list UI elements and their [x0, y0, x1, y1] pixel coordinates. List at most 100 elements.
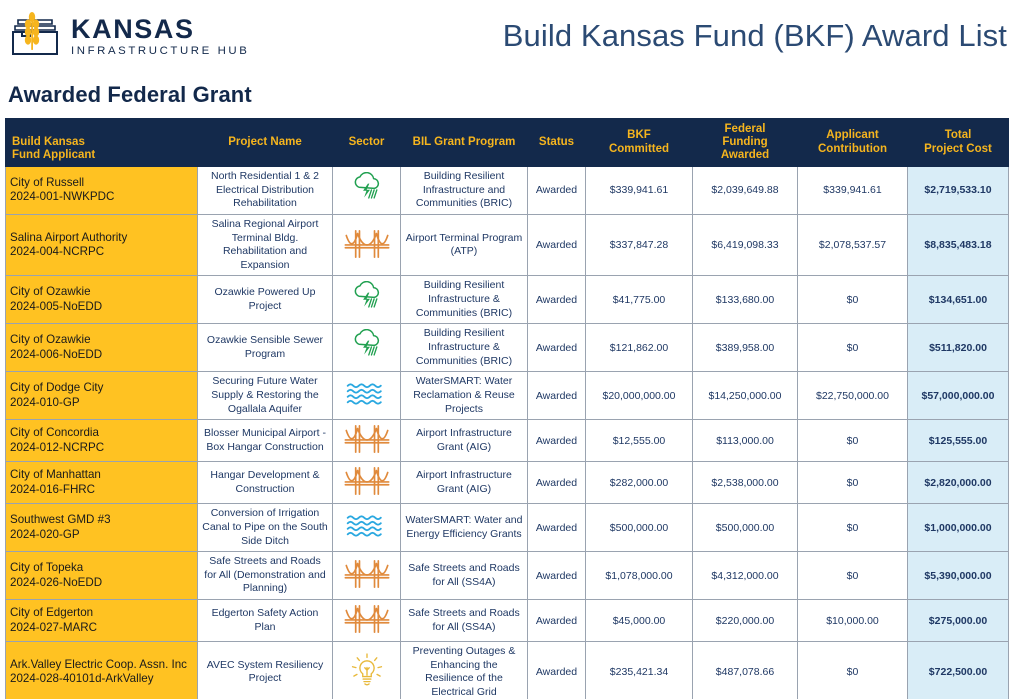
column-header-applicant-contribution: Applicant Contribution — [797, 118, 908, 167]
cell-applicant-contribution: $22,750,000.00 — [797, 371, 908, 421]
cell-applicant: City of Manhattan 2024-016-FHRC — [5, 461, 198, 505]
column-header-status: Status — [527, 118, 586, 167]
applicant-name: City of Edgerton — [10, 606, 94, 620]
cell-project-name: Ozawkie Powered Up Project — [197, 275, 333, 325]
cell-applicant-contribution: $0 — [797, 275, 908, 325]
cell-total-project-cost: $2,820,000.00 — [907, 461, 1009, 505]
cell-federal-funding: $500,000.00 — [692, 503, 798, 553]
cell-sector — [332, 323, 401, 373]
cell-federal-funding: $487,078.66 — [692, 641, 798, 699]
applicant-name: City of Ozawkie — [10, 285, 91, 299]
cell-total-project-cost: $722,500.00 — [907, 641, 1009, 699]
cell-status: Awarded — [527, 551, 586, 601]
bridge-icon — [344, 465, 390, 500]
cell-bil-grant-program: Safe Streets and Roads for All (SS4A) — [400, 551, 528, 601]
cell-bkf-committed: $121,862.00 — [585, 323, 693, 373]
applicant-code: 2024-006-NoEDD — [10, 347, 103, 361]
table-header-row: Build Kansas Fund Applicant Project Name… — [5, 118, 1009, 167]
table-row: City of Ozawkie 2024-006-NoEDD Ozawkie Sen… — [5, 323, 1009, 373]
applicant-code: 2024-016-FHRC — [10, 482, 96, 496]
table-row: City of Edgerton 2024-027-MARC Edgerton Sa… — [5, 599, 1009, 643]
page-header: KANSAS INFRASTRUCTURE HUB Build Kansas F… — [0, 0, 1013, 72]
applicant-code: 2024-010-GP — [10, 395, 80, 409]
cell-bkf-committed: $339,941.61 — [585, 166, 693, 215]
cell-project-name: North Residential 1 & 2 Electrical Distr… — [197, 166, 333, 215]
section-title: Awarded Federal Grant — [8, 82, 252, 107]
cell-bkf-committed: $282,000.00 — [585, 461, 693, 505]
kansas-wheat-logo-icon — [8, 8, 64, 64]
lightbulb-icon — [350, 652, 384, 693]
applicant-code: 2024-004-NCRPC — [10, 245, 105, 259]
cell-federal-funding: $14,250,000.00 — [692, 371, 798, 421]
bridge-icon — [344, 423, 390, 458]
cell-sector — [332, 551, 401, 601]
column-header-appc-line2: Contribution — [818, 142, 887, 155]
cell-project-name: Edgerton Safety Action Plan — [197, 599, 333, 643]
table-row: City of Topeka 2024-026-NoEDD Safe Streets… — [5, 551, 1009, 601]
cell-status: Awarded — [527, 641, 586, 699]
cell-applicant-contribution: $0 — [797, 323, 908, 373]
cell-bkf-committed: $20,000,000.00 — [585, 371, 693, 421]
cell-project-name: Hangar Development & Construction — [197, 461, 333, 505]
column-header-program: BIL Grant Program — [400, 118, 528, 167]
column-header-bkf-line2: Committed — [608, 142, 670, 155]
cell-total-project-cost: $57,000,000.00 — [907, 371, 1009, 421]
applicant-name: City of Topeka — [10, 561, 84, 575]
cell-bil-grant-program: Building Resilient Infrastructure & Comm… — [400, 275, 528, 325]
water-waves-icon — [345, 381, 389, 410]
bridge-icon — [344, 603, 390, 638]
column-header-total-line1: Total — [944, 129, 972, 142]
table-body: City of Russell 2024-001-NWKPDC North Resi… — [5, 166, 1009, 699]
cell-federal-funding: $2,538,000.00 — [692, 461, 798, 505]
cell-bil-grant-program: Safe Streets and Roads for All (SS4A) — [400, 599, 528, 643]
applicant-name: Ark.Valley Electric Coop. Assn. Inc — [10, 657, 187, 671]
cell-sector — [332, 166, 401, 215]
cell-federal-funding: $389,958.00 — [692, 323, 798, 373]
column-header-fed-line1: Federal — [724, 122, 766, 135]
cell-bkf-committed: $235,421.34 — [585, 641, 693, 699]
cell-sector — [332, 213, 401, 277]
cell-applicant: City of Dodge City 2024-010-GP — [5, 371, 198, 421]
cell-total-project-cost: $134,651.00 — [907, 275, 1009, 325]
applicant-name: City of Dodge City — [10, 381, 104, 395]
cell-status: Awarded — [527, 461, 586, 505]
table-row: Salina Airport Authority 2024-004-NCRPC Sa… — [5, 213, 1009, 277]
cell-bkf-committed: $41,775.00 — [585, 275, 693, 325]
cell-bil-grant-program: Building Resilient Infrastructure & Comm… — [400, 323, 528, 373]
cell-federal-funding: $6,419,098.33 — [692, 213, 798, 277]
cell-status: Awarded — [527, 371, 586, 421]
logo-brand-text: KANSAS — [71, 13, 195, 44]
cell-applicant: Salina Airport Authority 2024-004-NCRPC — [5, 213, 198, 277]
cell-applicant-contribution: $339,941.61 — [797, 166, 908, 215]
cell-bkf-committed: $45,000.00 — [585, 599, 693, 643]
cell-status: Awarded — [527, 323, 586, 373]
storm-cloud-lightning-icon — [349, 171, 385, 209]
water-waves-icon — [345, 513, 389, 542]
cell-bkf-committed: $1,078,000.00 — [585, 551, 693, 601]
table-row: City of Dodge City 2024-010-GP Securing Fu… — [5, 371, 1009, 421]
table-row: City of Russell 2024-001-NWKPDC North Resi… — [5, 166, 1009, 215]
applicant-code: 2024-028-40101d-ArkValley — [10, 672, 154, 686]
cell-applicant: City of Concordia 2024-012-NCRPC — [5, 419, 198, 463]
cell-bil-grant-program: WaterSMART: Water Reclamation & Reuse Pr… — [400, 371, 528, 421]
cell-bkf-committed: $500,000.00 — [585, 503, 693, 553]
kansas-infrastructure-hub-logo: KANSAS INFRASTRUCTURE HUB — [8, 8, 249, 64]
cell-federal-funding: $4,312,000.00 — [692, 551, 798, 601]
applicant-code: 2024-027-MARC — [10, 620, 97, 634]
cell-applicant: City of Topeka 2024-026-NoEDD — [5, 551, 198, 601]
cell-total-project-cost: $2,719,533.10 — [907, 166, 1009, 215]
cell-total-project-cost: $1,000,000.00 — [907, 503, 1009, 553]
table-row: Southwest GMD #3 2024-020-GP Conversion of… — [5, 503, 1009, 553]
table-row: City of Manhattan 2024-016-FHRC Hangar Dev… — [5, 461, 1009, 505]
cell-project-name: Salina Regional Airport Terminal Bldg. R… — [197, 213, 333, 277]
applicant-name: Salina Airport Authority — [10, 230, 128, 244]
column-header-applicant-line1: Build Kansas — [12, 135, 85, 148]
table-row: City of Concordia 2024-012-NCRPC Blosser M… — [5, 419, 1009, 463]
cell-status: Awarded — [527, 213, 586, 277]
logo-tagline-text: INFRASTRUCTURE HUB — [71, 44, 250, 57]
cell-applicant: City of Ozawkie 2024-005-NoEDD — [5, 275, 198, 325]
page-title: Build Kansas Fund (BKF) Award List — [502, 18, 1007, 53]
table-header: Build Kansas Fund Applicant Project Name… — [5, 118, 1009, 167]
cell-sector — [332, 503, 401, 553]
column-header-fed-line2: Funding — [722, 135, 768, 148]
